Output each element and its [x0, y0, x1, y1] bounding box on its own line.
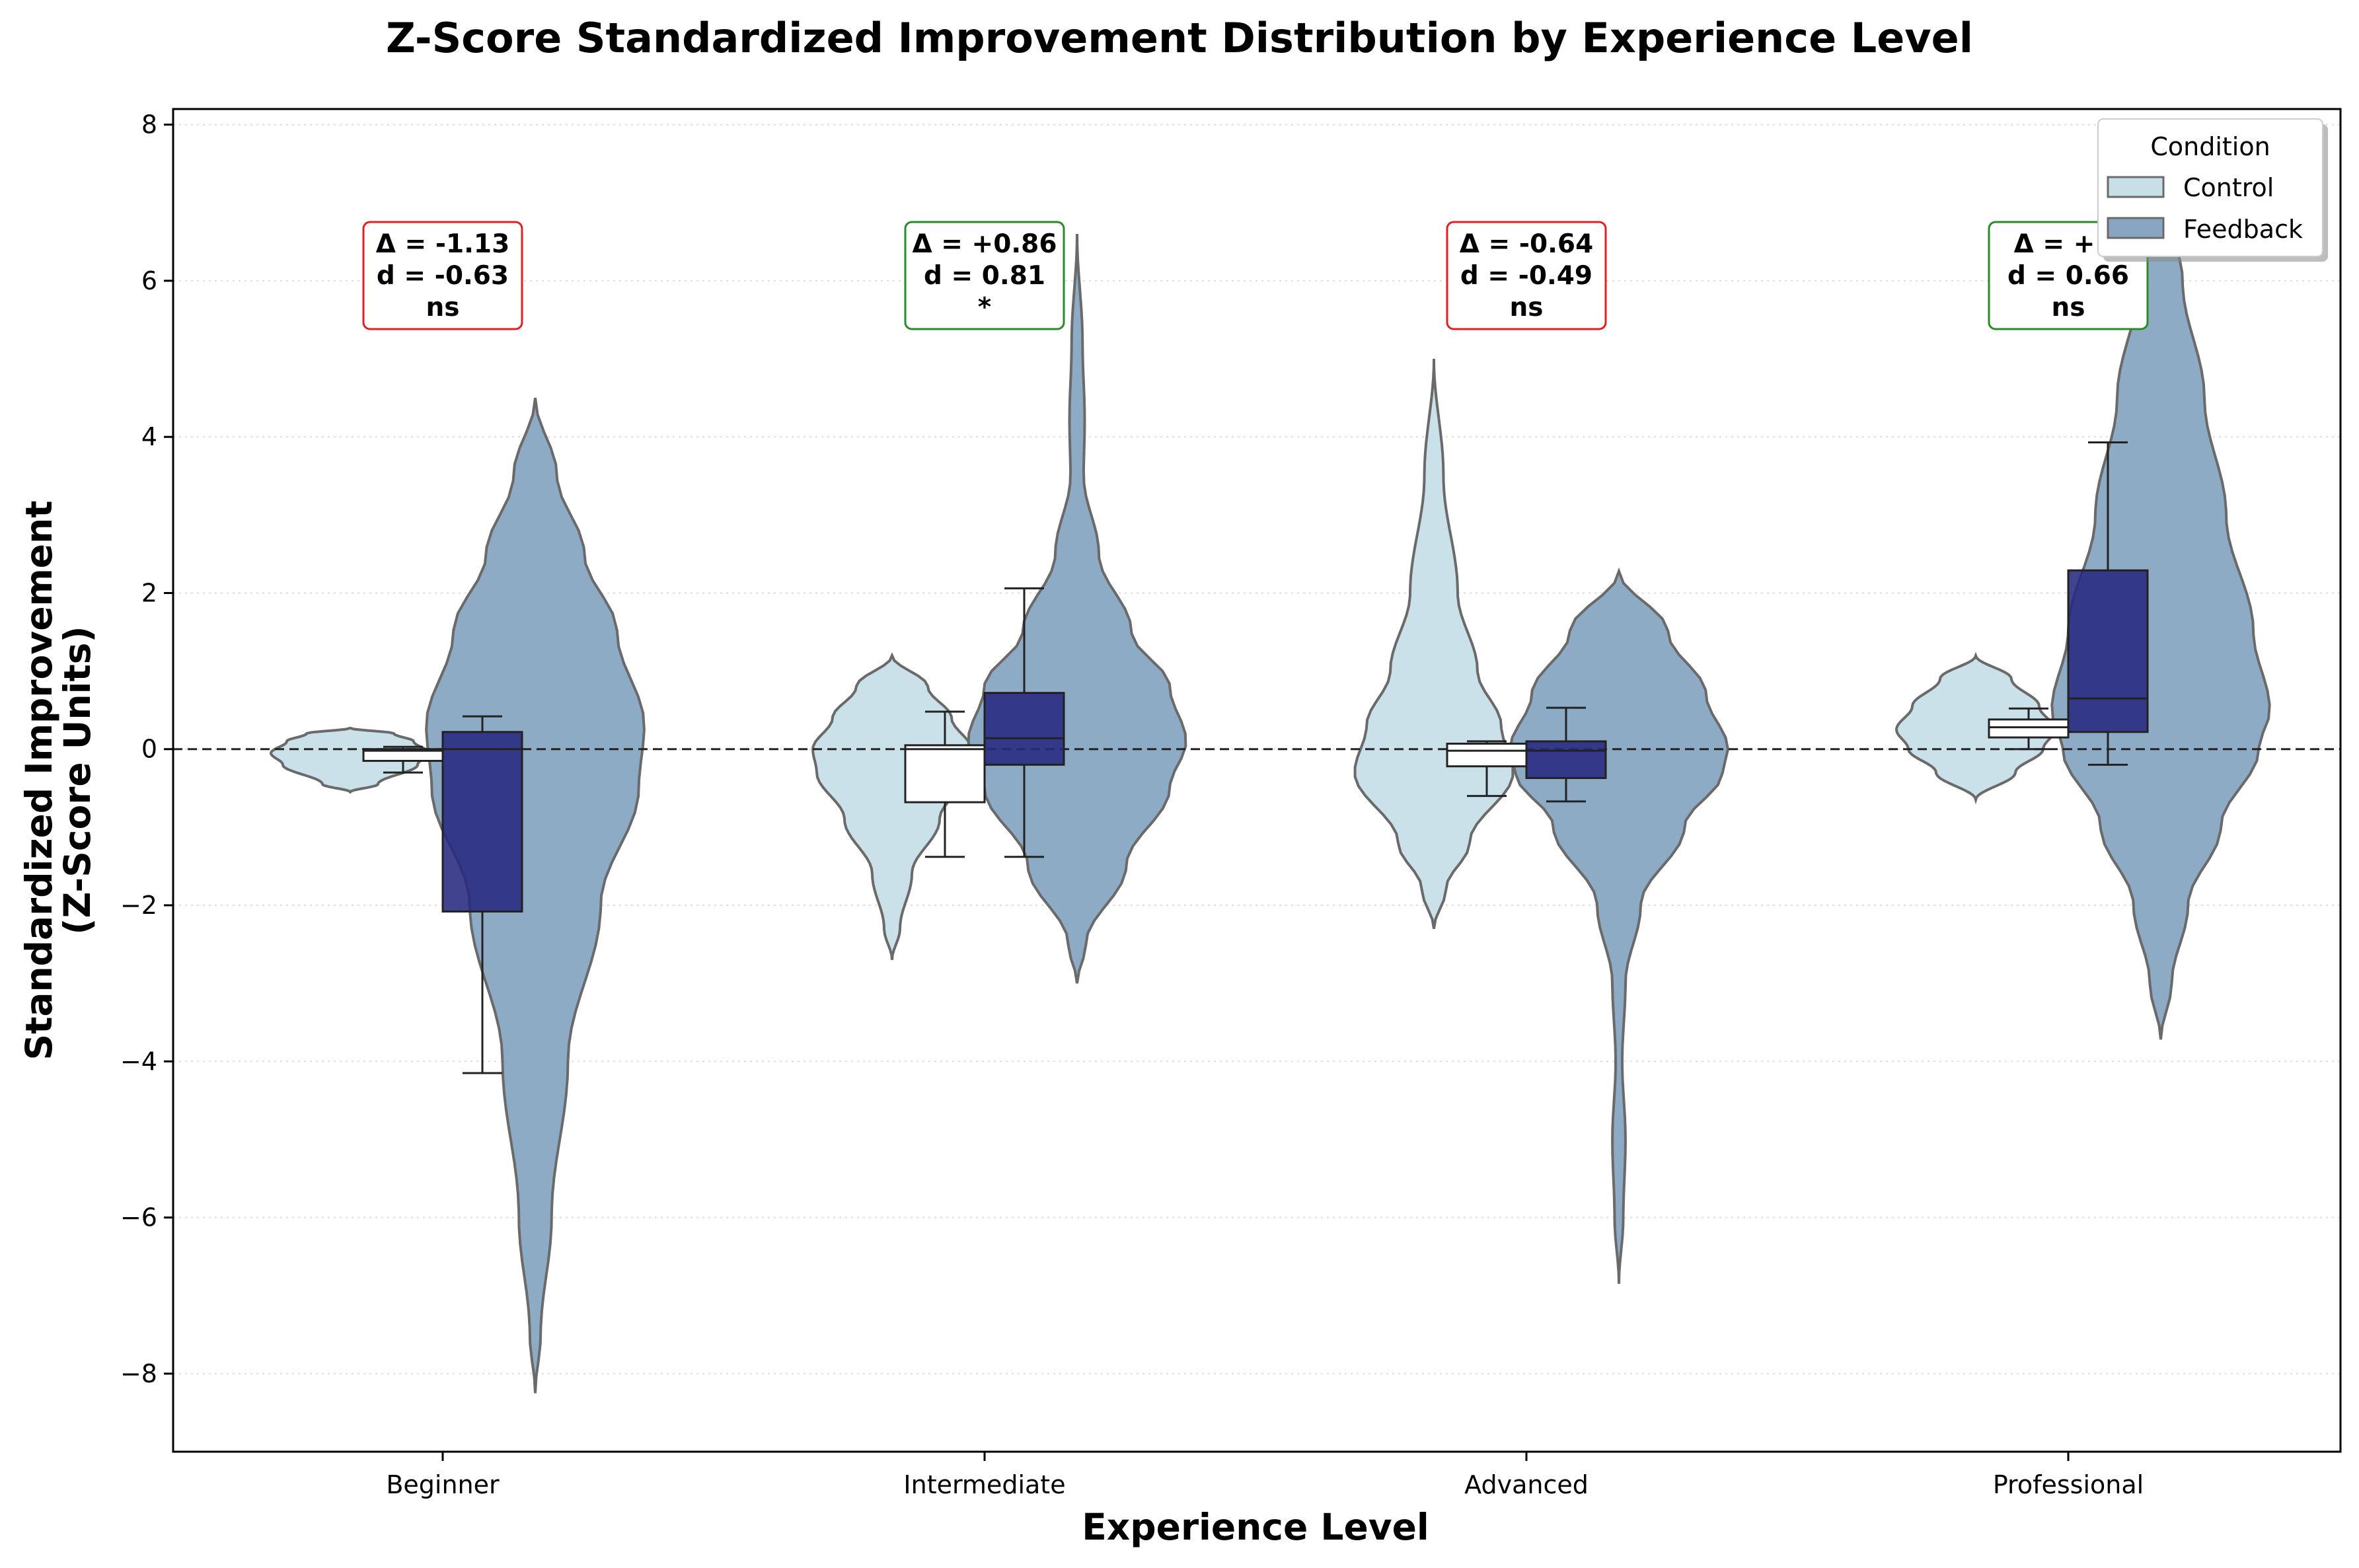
boxplot-feedback — [2067, 441, 2149, 766]
stat-effect-size: d = 0.81 — [924, 261, 1045, 291]
y-tick-label: 2 — [141, 578, 157, 607]
y-axis-label-line1: Standardized Improvement — [18, 500, 60, 1060]
stat-annotation-box — [362, 221, 523, 330]
stat-significance: ns — [1510, 293, 1544, 322]
box-iqr — [983, 692, 1065, 766]
legend-title: Condition — [2150, 132, 2270, 161]
stat-annotation: Δ = +0.86d = 0.81* — [904, 221, 1065, 330]
violin-feedback — [1508, 567, 1730, 1285]
violin-control — [270, 726, 431, 794]
violin-control — [811, 652, 973, 960]
y-tick-label: −4 — [120, 1047, 157, 1076]
plot-frame — [172, 108, 2342, 1453]
y-tick-label: 8 — [141, 110, 157, 139]
stat-significance: ns — [2052, 293, 2085, 322]
y-tick-label: 6 — [141, 266, 157, 295]
x-axis-ticks: Beginner Intermediate Advanced Professional — [386, 1452, 2144, 1499]
stat-effect-size: d = 0.66 — [2007, 261, 2129, 291]
stat-delta: Δ = +0.86 — [913, 229, 1057, 259]
box-iqr — [441, 731, 523, 913]
legend-swatch-control — [2107, 176, 2165, 198]
legend-swatch-feedback — [2107, 217, 2165, 239]
x-axis-label: Experience Level — [1082, 1506, 1429, 1548]
boxplot-control — [904, 710, 986, 858]
legend-label-control: Control — [2183, 173, 2274, 202]
boxplot-control — [1988, 707, 2070, 751]
violin-feedback — [967, 233, 1187, 984]
violin-feedback — [425, 397, 646, 1394]
y-tick-label: −8 — [120, 1359, 157, 1388]
box-iqr — [2067, 569, 2149, 733]
boxplot-feedback — [441, 715, 523, 1074]
x-tick-label: Intermediate — [903, 1470, 1065, 1499]
stat-effect-size: d = -0.49 — [1460, 261, 1592, 291]
legend: Condition Control Feedback — [2097, 118, 2328, 262]
x-tick-label: Beginner — [386, 1470, 500, 1499]
stat-significance: * — [978, 293, 991, 322]
y-axis-ticks: −8 −6 −4 −2 0 2 4 6 8 — [120, 110, 173, 1388]
y-tick-label: −2 — [120, 891, 157, 920]
violin-control — [1894, 652, 2057, 805]
box-iqr — [904, 744, 986, 803]
x-tick-label: Advanced — [1464, 1470, 1589, 1499]
boxplot-feedback — [983, 587, 1065, 858]
boxplot-feedback — [1525, 706, 1607, 803]
box-iqr — [1525, 740, 1607, 779]
stat-effect-size: d = -0.63 — [377, 261, 509, 291]
stat-annotation-box — [1446, 221, 1607, 330]
y-axis-label: Standardized Improvement (Z-Score Units) — [18, 500, 98, 1060]
stat-delta: Δ = -1.13 — [376, 229, 509, 259]
y-tick-label: 4 — [141, 422, 157, 451]
y-tick-label: −6 — [120, 1203, 157, 1232]
x-tick-label: Professional — [1993, 1470, 2144, 1499]
stat-annotation-box — [904, 221, 1065, 330]
chart-title: Z-Score Standardized Improvement Distrib… — [386, 14, 1973, 62]
plot-area — [173, 201, 2340, 1394]
stat-significance: ns — [426, 293, 460, 322]
y-axis-label-line2: (Z-Score Units) — [56, 626, 98, 934]
boxplot-control — [362, 745, 444, 774]
y-tick-label: 0 — [141, 735, 157, 764]
stat-delta: Δ = -0.64 — [1460, 229, 1593, 259]
box-iqr — [1988, 718, 2070, 739]
legend-label-feedback: Feedback — [2183, 215, 2303, 244]
violin-control — [1353, 358, 1515, 929]
box-iqr — [1446, 742, 1528, 768]
